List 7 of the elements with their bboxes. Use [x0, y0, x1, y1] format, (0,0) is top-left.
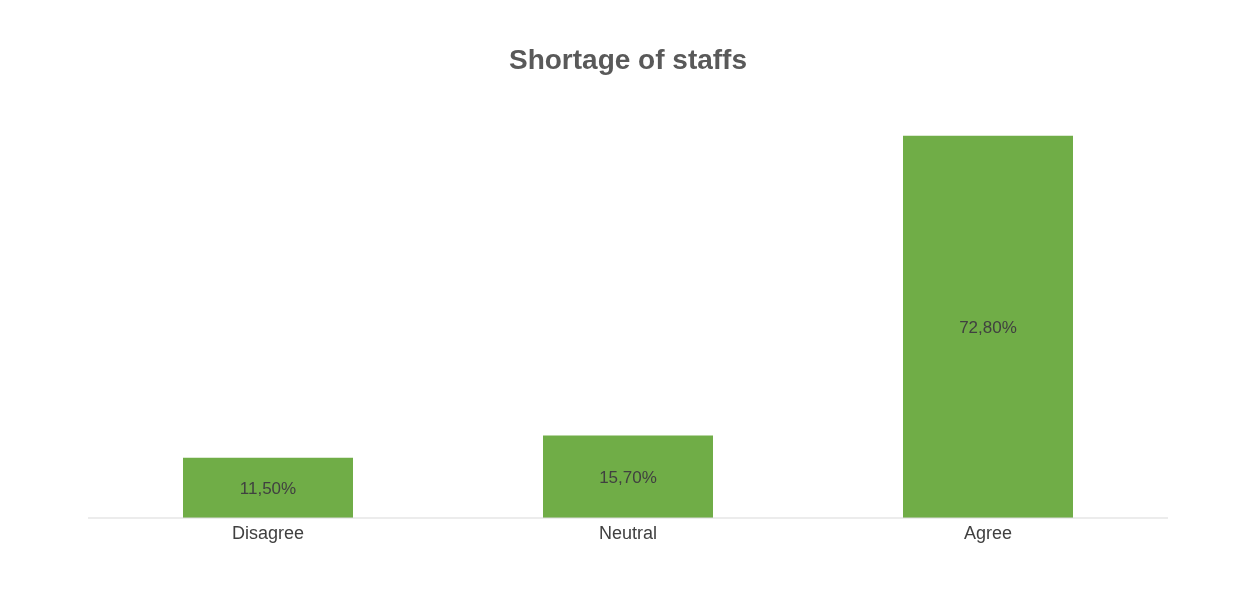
data-label: 15,70%: [599, 467, 657, 487]
x-tick-label: Disagree: [231, 522, 305, 543]
data-label: 72,80%: [959, 317, 1017, 337]
data-label: 11,50%: [239, 478, 297, 498]
x-tick-label: Neutral: [598, 522, 658, 543]
x-tick-label: Agree: [963, 522, 1013, 543]
chart-title: Shortage of staffs: [508, 43, 748, 77]
